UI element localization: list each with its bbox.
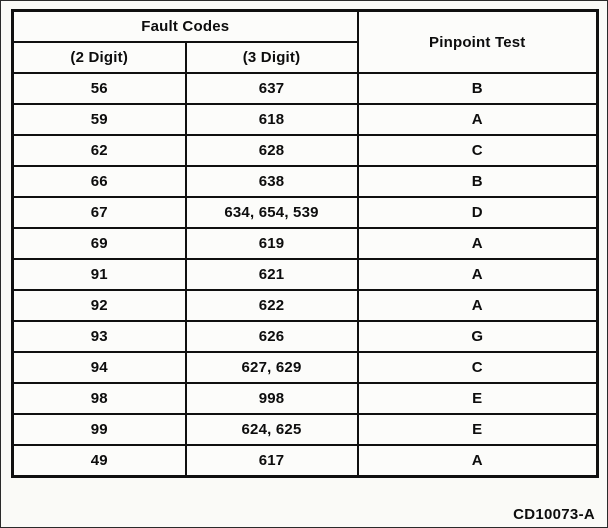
two-digit-cell: 91	[11, 258, 187, 291]
pinpoint-test-cell: E	[356, 413, 599, 446]
pinpoint-test-cell: A	[356, 444, 599, 478]
three-digit-cell: 621	[184, 258, 359, 291]
two-digit-cell: 59	[11, 103, 187, 136]
pinpoint-test-cell: G	[356, 320, 599, 353]
header-row-subcolumns: (2 Digit) (3 Digit)	[11, 41, 598, 74]
pinpoint-test-header: Pinpoint Test	[356, 9, 599, 74]
table-row: 91 621 A	[11, 258, 599, 291]
two-digit-cell: 93	[11, 320, 187, 353]
fault-codes-table: Fault Codes Pinpoint Test (2 Digit) (3 D…	[11, 9, 600, 478]
two-digit-cell: 94	[11, 351, 187, 384]
table-row: 92 622 A	[11, 289, 599, 322]
three-digit-cell: 634, 654, 539	[184, 196, 359, 229]
three-digit-cell: 618	[184, 103, 359, 136]
two-digit-cell: 62	[11, 134, 187, 167]
three-digit-cell: 638	[184, 165, 359, 198]
table-row: 59 618 A	[11, 103, 599, 136]
pinpoint-test-cell: A	[356, 258, 599, 291]
table-row: 98 998 E	[11, 382, 599, 415]
three-digit-cell: 626	[184, 320, 359, 353]
table-row: 94 627, 629 C	[11, 351, 599, 384]
two-digit-cell: 67	[11, 196, 187, 229]
table-row: 93 626 G	[11, 320, 599, 353]
figure-reference-code: CD10073-A	[513, 506, 595, 523]
two-digit-cell: 69	[11, 227, 187, 260]
two-digit-cell: 56	[11, 72, 187, 105]
two-digit-column-header: (2 Digit)	[11, 41, 187, 74]
pinpoint-test-cell: E	[356, 382, 599, 415]
two-digit-cell: 66	[11, 165, 187, 198]
three-digit-cell: 637	[184, 72, 359, 105]
pinpoint-test-cell: A	[356, 103, 599, 136]
three-digit-cell: 628	[184, 134, 359, 167]
table-row: 69 619 A	[11, 227, 599, 260]
table-row: 56 637 B	[11, 72, 599, 105]
three-digit-cell: 627, 629	[184, 351, 359, 384]
two-digit-cell: 98	[11, 382, 187, 415]
pinpoint-test-cell: D	[356, 196, 599, 229]
two-digit-cell: 49	[11, 444, 187, 478]
pinpoint-test-cell: B	[356, 165, 599, 198]
header-row-group: Fault Codes Pinpoint Test	[11, 9, 599, 74]
table-row: 62 628 C	[11, 134, 599, 167]
three-digit-cell: 617	[184, 444, 359, 478]
pinpoint-test-cell: B	[356, 72, 599, 105]
table-row: 67 634, 654, 539 D	[11, 196, 599, 229]
two-digit-cell: 99	[11, 413, 187, 446]
pinpoint-test-cell: C	[356, 134, 599, 167]
fault-codes-group-header: Fault Codes	[11, 9, 359, 43]
table-row: 66 638 B	[11, 165, 599, 198]
pinpoint-test-cell: A	[356, 227, 599, 260]
three-digit-cell: 624, 625	[184, 413, 359, 446]
three-digit-cell: 622	[184, 289, 359, 322]
pinpoint-test-cell: A	[356, 289, 599, 322]
two-digit-cell: 92	[11, 289, 187, 322]
three-digit-cell: 998	[184, 382, 359, 415]
table-body: 56 637 B 59 618 A 62 628 C 66 638 B 67 634, 654, 539 D…	[11, 72, 599, 478]
pinpoint-test-cell: C	[356, 351, 599, 384]
table-row: 49 617 A	[11, 444, 599, 478]
table-row: 99 624, 625 E	[11, 413, 599, 446]
table-header: Fault Codes Pinpoint Test (2 Digit) (3 D…	[11, 9, 599, 74]
three-digit-column-header: (3 Digit)	[184, 41, 359, 74]
three-digit-cell: 619	[184, 227, 359, 260]
